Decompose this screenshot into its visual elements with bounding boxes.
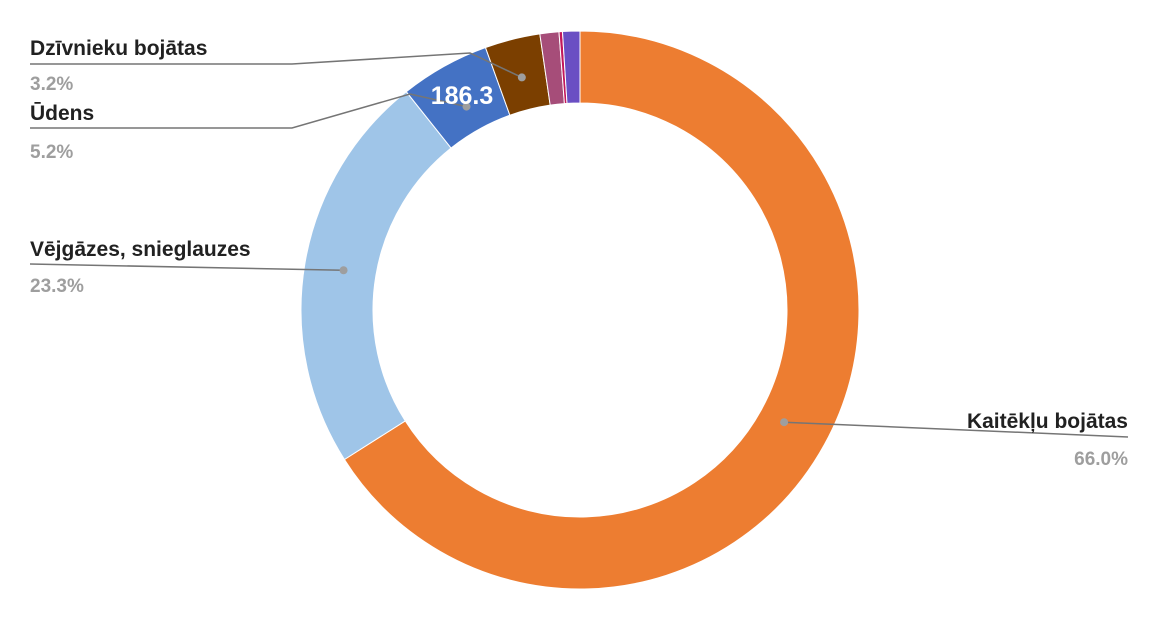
pct-udens: 5.2% xyxy=(30,142,73,163)
label-vejgazes-snieglauzes: Vējgāzes, snieglauzes xyxy=(30,238,251,261)
label-kaitekllu-bojatas: Kaitēkļu bojātas xyxy=(967,410,1128,433)
donut-slices xyxy=(300,30,860,590)
leader-dot-0 xyxy=(517,73,526,82)
slice-unlabeled-6 xyxy=(561,30,581,104)
leader-dot-3 xyxy=(780,418,789,427)
pct-vejgazes-snieglauzes: 23.3% xyxy=(30,276,84,297)
leader-dot-2 xyxy=(339,266,348,275)
slice-v-jg-zes-snieglauzes xyxy=(300,91,452,461)
udens-value-label: 186.3 xyxy=(431,82,494,110)
pct-kaitekllu-bojatas: 66.0% xyxy=(1074,449,1128,470)
label-dzivnieku-bojatas: Dzīvnieku bojātas xyxy=(30,37,207,60)
slice-kait-k-u-boj-tas xyxy=(343,30,860,590)
pct-dzivnieku-bojatas: 3.2% xyxy=(30,74,73,95)
leader-lines xyxy=(29,52,1129,438)
leader-dot-1 xyxy=(462,102,471,111)
label-udens: Ūdens xyxy=(30,102,94,125)
leader-line-2 xyxy=(29,263,344,272)
leader-line-1 xyxy=(30,93,467,129)
leader-line-3 xyxy=(784,421,1129,438)
leader-line-0 xyxy=(30,52,523,79)
